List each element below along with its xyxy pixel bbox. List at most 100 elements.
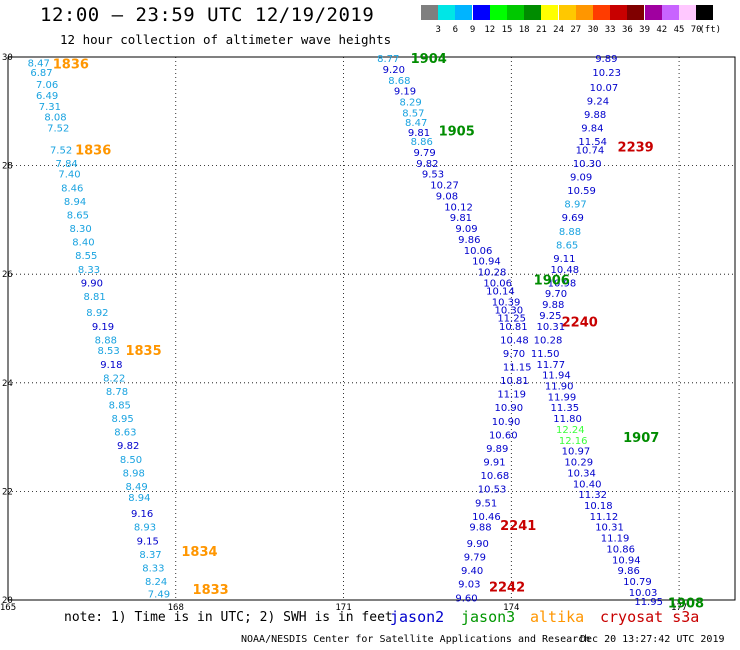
wave-height-value: 11.54 (578, 137, 607, 148)
track-label: 1836 (75, 143, 111, 158)
wave-height-value: 10.48 (500, 335, 529, 346)
generated-timestamp: Dec 20 13:27:42 UTC 2019 (580, 634, 725, 645)
track-label: 1905 (439, 124, 475, 139)
wave-height-value: 9.70 (545, 289, 567, 300)
wave-height-value: 10.74 (576, 145, 605, 156)
color-scale-label: 12 (484, 25, 496, 35)
wave-height-value: 10.18 (584, 501, 613, 512)
wave-height-value: 9.11 (553, 254, 575, 265)
wave-height-value: 9.84 (581, 124, 603, 135)
wave-height-value: 8.22 (103, 373, 125, 384)
color-scale-label: 3 (435, 25, 441, 35)
color-scale-swatch (575, 5, 593, 20)
wave-height-value: 8.81 (83, 292, 105, 303)
track-label: 1907 (623, 431, 659, 446)
wave-height-value: 10.48 (550, 265, 579, 276)
color-scale-label: 39 (639, 25, 651, 35)
wave-height-value: 8.94 (128, 493, 150, 504)
chart-subtitle: 12 hour collection of altimeter wave hei… (60, 32, 392, 47)
wave-height-value: 7.84 (56, 159, 78, 170)
wave-height-value: 8.55 (75, 251, 97, 262)
wave-height-value: 10.40 (573, 479, 602, 490)
wave-height-value: 11.50 (531, 349, 560, 360)
wave-height-value: 8.47 (405, 118, 427, 129)
color-scale-swatch (661, 5, 679, 20)
chart-title: 12:00 – 23:59 UTC 12/19/2019 (40, 4, 375, 26)
color-scale-swatch (644, 5, 662, 20)
wave-height-value: 9.82 (117, 441, 139, 452)
color-scale-label: 15 (501, 25, 513, 35)
wave-height-value: 9.03 (458, 580, 480, 591)
wave-height-value: 8.40 (72, 238, 94, 249)
color-scale-label: 33 (604, 25, 616, 35)
wave-height-value: 10.34 (567, 468, 596, 479)
wave-height-value: 8.47 (28, 58, 50, 69)
track-label: 2242 (489, 580, 525, 595)
wave-height-value: 9.24 (587, 96, 609, 107)
color-scale-swatch (524, 5, 542, 20)
color-scale-swatch (627, 5, 645, 20)
wave-height-value: 11.94 (542, 371, 571, 382)
wave-height-value: 11.12 (590, 512, 619, 523)
wave-height-value: 9.88 (469, 523, 491, 534)
wave-height-value: 10.97 (562, 447, 591, 458)
wave-height-value: 9.09 (570, 172, 592, 183)
color-scale-swatch (593, 5, 610, 20)
wave-height-value: 9.60 (455, 593, 477, 604)
wave-height-value: 8.85 (109, 401, 131, 412)
wave-height-value: 11.15 (503, 363, 532, 374)
color-scale-swatch (679, 5, 696, 20)
wave-height-value: 9.79 (464, 553, 486, 564)
color-scale-label: 21 (535, 25, 547, 35)
wave-height-value: 10.06 (483, 278, 512, 289)
wave-height-value: 8.97 (564, 200, 586, 211)
wave-height-value: 10.30 (573, 159, 602, 170)
wave-height-value: 10.12 (444, 202, 473, 213)
wave-height-value: 8.53 (97, 346, 119, 357)
wave-height-value: 9.40 (461, 566, 483, 577)
color-scale-label: 9 (469, 25, 476, 35)
y-tick-label: 20 (2, 596, 13, 606)
wave-height-value: 10.14 (486, 286, 515, 297)
track-label: 1834 (181, 545, 217, 560)
wave-height-value: 10.06 (464, 246, 493, 257)
wave-height-value: 10.30 (495, 305, 524, 316)
wave-height-value: 12.24 (556, 425, 585, 436)
wave-height-value: 8.77 (377, 54, 399, 65)
wave-height-value: 9.19 (92, 322, 114, 333)
wave-height-value: 8.86 (411, 137, 433, 148)
color-scale-label: 70 (690, 25, 702, 35)
wave-height-value: 8.92 (86, 308, 108, 319)
color-scale-swatch (507, 5, 524, 20)
color-scale-label: 24 (553, 25, 565, 35)
wave-height-value: 8.65 (67, 210, 89, 221)
color-scale-label: 45 (673, 25, 685, 35)
color-scale-label: 27 (570, 25, 582, 35)
satellite-legend-altika: altika (530, 608, 585, 626)
wave-height-value: 8.94 (64, 197, 86, 208)
wave-height-value: 10.81 (499, 322, 528, 333)
satellite-legend-jason3: jason3 (461, 608, 516, 626)
plot-frame (7, 56, 736, 601)
wave-height-value: 8.88 (559, 227, 581, 238)
wave-height-value: 8.68 (388, 76, 410, 87)
wave-height-value: 10.27 (430, 181, 459, 192)
y-tick-label: 22 (2, 487, 13, 497)
wave-height-value: 7.40 (58, 170, 80, 181)
wave-height-value: 9.69 (562, 213, 584, 224)
wave-height-value: 8.50 (120, 455, 142, 466)
wave-height-value: 10.31 (595, 523, 624, 534)
wave-height-value: 9.25 (539, 311, 561, 322)
wave-height-value: 7.31 (39, 102, 61, 113)
wave-height-value: 8.98 (123, 468, 145, 479)
wave-height-value: 10.94 (612, 555, 641, 566)
wave-height-value: 7.52 (47, 124, 69, 135)
track-label: 1836 (53, 58, 89, 73)
wave-height-value: 9.18 (100, 360, 122, 371)
color-scale-swatch (610, 5, 628, 20)
track-label: 1835 (125, 344, 161, 359)
wave-height-value: 6.87 (30, 68, 52, 79)
wave-height-value: 9.51 (475, 498, 497, 509)
wave-height-value: 10.29 (564, 458, 593, 469)
